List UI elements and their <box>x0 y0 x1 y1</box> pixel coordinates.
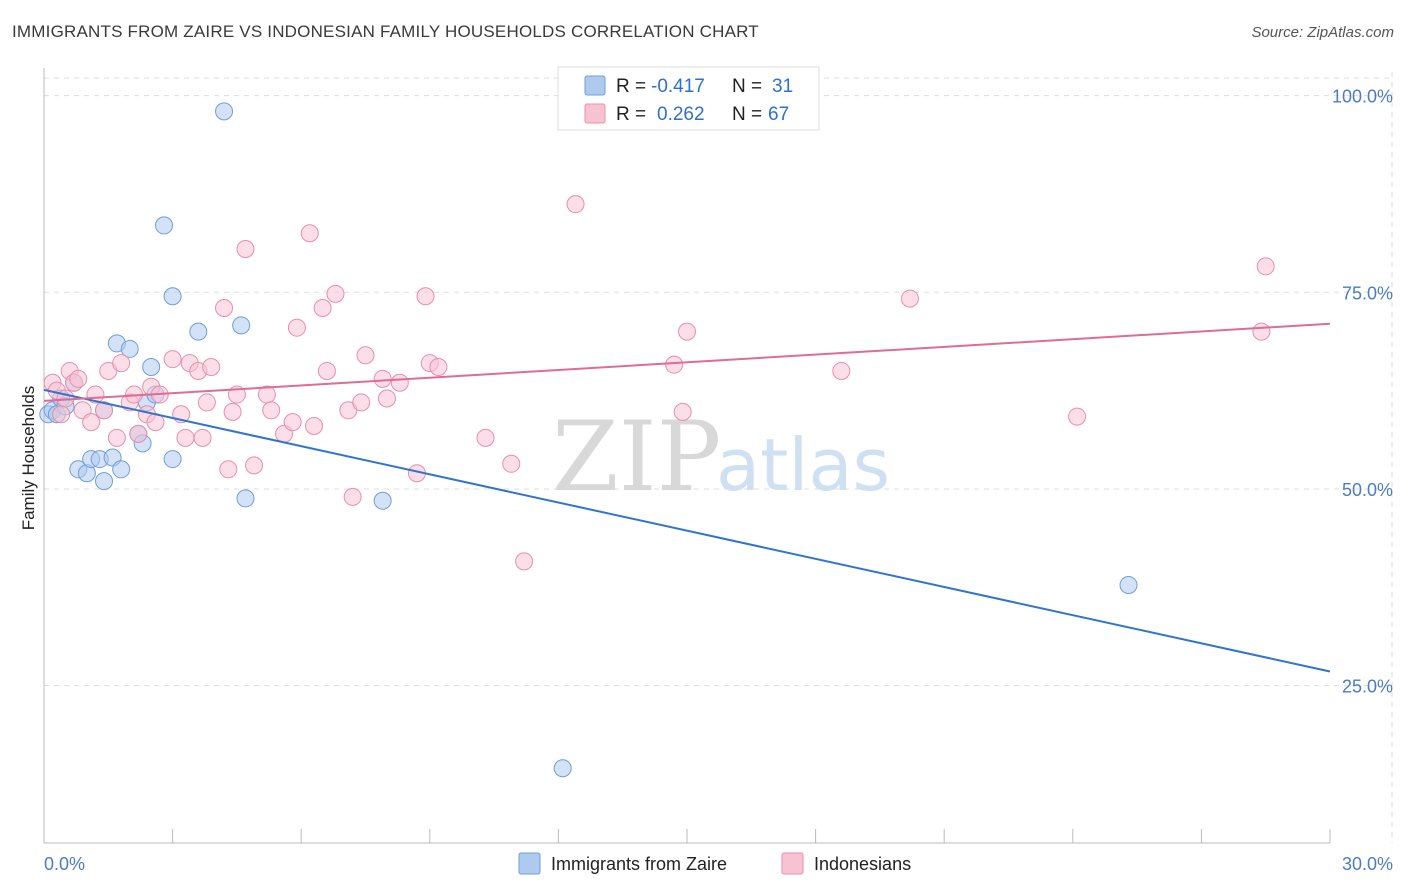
data-point-blue <box>142 358 161 377</box>
data-point-pink <box>95 401 114 420</box>
data-point-pink <box>112 354 131 373</box>
trend-lines <box>43 322 1331 673</box>
y-tick-label: 25.0% <box>1342 677 1393 697</box>
data-point-blue <box>112 460 131 479</box>
tick-labels: 25.0% 50.0% 75.0% 100.0% 0.0% 30.0% <box>44 87 1393 874</box>
y-tick-label: 50.0% <box>1342 480 1393 500</box>
data-point-pink <box>1068 407 1087 426</box>
series-legend-label: Indonesians <box>814 854 911 874</box>
data-point-pink <box>1252 322 1271 341</box>
x-tick-label: 0.0% <box>44 854 85 874</box>
series-legend: Immigrants from Zaire Indonesians <box>518 852 911 875</box>
x-tick-label: 30.0% <box>1342 854 1393 874</box>
legend-r-label: R = <box>616 104 646 125</box>
data-point-pink <box>163 350 182 369</box>
data-point-pink <box>476 428 495 447</box>
y-axis-label: Family Households <box>19 386 38 531</box>
data-point-blue <box>236 489 255 508</box>
data-point-pink <box>356 346 375 365</box>
data-point-pink <box>515 552 534 571</box>
data-point-blue <box>373 491 392 510</box>
data-point-blue <box>155 216 174 235</box>
data-point-blue <box>120 339 139 358</box>
watermark-atlas: atlas <box>716 423 890 507</box>
y-tick-label: 75.0% <box>1342 283 1393 303</box>
data-point-pink <box>176 428 195 447</box>
grid-lines <box>44 72 1393 843</box>
data-point-pink <box>390 373 409 392</box>
axes <box>43 68 1331 844</box>
watermark-zip: ZIP <box>552 401 721 513</box>
data-point-pink <box>129 424 148 443</box>
data-point-pink <box>377 389 396 408</box>
data-point-pink <box>245 456 264 475</box>
data-point-blue <box>232 316 251 335</box>
data-point-pink <box>305 417 324 436</box>
legend-n-value: 67 <box>768 104 789 125</box>
legend-swatch-blue <box>584 75 606 96</box>
data-point-pink <box>313 299 332 318</box>
data-point-pink <box>326 284 345 303</box>
data-point-pink <box>678 322 696 341</box>
data-point-pink <box>502 454 521 473</box>
legend-n-label: N = <box>732 104 762 125</box>
trend-line-pink <box>43 322 1331 402</box>
data-point-pink <box>416 287 435 306</box>
data-point-pink <box>665 355 684 374</box>
data-point-pink <box>832 361 851 380</box>
data-point-pink <box>202 358 221 377</box>
data-point-pink <box>236 240 255 259</box>
data-point-blue <box>215 102 234 121</box>
source-credit: Source: ZipAtlas.com <box>1251 24 1394 41</box>
data-point-pink <box>373 369 392 388</box>
data-point-blue <box>1119 575 1138 594</box>
data-point-blue <box>163 287 182 306</box>
data-point-pink <box>52 405 71 424</box>
series-legend-label: Immigrants from Zaire <box>551 854 727 874</box>
legend-n-label: N = <box>732 76 762 97</box>
chart-title: IMMIGRANTS FROM ZAIRE VS INDONESIAN FAMI… <box>12 22 759 41</box>
data-point-pink <box>283 413 302 432</box>
data-point-pink <box>673 402 692 421</box>
data-point-pink <box>1256 257 1275 276</box>
legend-swatch-pink <box>584 103 606 124</box>
data-point-blue <box>553 759 572 778</box>
data-point-pink <box>223 402 242 421</box>
data-point-pink <box>69 369 88 388</box>
data-point-pink <box>215 299 234 318</box>
stats-legend: R = -0.417 N = 31 R = 0.262 N = 67 <box>557 66 820 131</box>
y-tick-label: 100.0% <box>1332 87 1393 107</box>
data-point-pink <box>82 413 101 432</box>
data-point-pink <box>343 487 362 506</box>
legend-r-value: -0.417 <box>651 76 705 97</box>
data-point-blue <box>163 450 182 469</box>
data-point-pink <box>317 361 336 380</box>
trend-line-blue <box>43 388 1331 673</box>
legend-r-value: 0.262 <box>657 104 705 125</box>
data-point-pink <box>197 393 216 412</box>
data-point-blue <box>189 322 208 341</box>
data-point-pink <box>193 428 212 447</box>
watermark: ZIP atlas <box>552 401 890 513</box>
data-point-pink <box>429 358 448 377</box>
legend-n-value: 31 <box>772 76 793 97</box>
data-point-blue <box>95 472 114 491</box>
data-point-pink <box>566 195 585 214</box>
legend-r-label: R = <box>616 76 646 97</box>
data-point-pink <box>900 289 919 308</box>
series-legend-swatch-blue <box>518 852 541 875</box>
series-legend-swatch-pink <box>781 852 804 875</box>
data-point-pink <box>219 460 238 479</box>
data-point-pink <box>262 401 281 420</box>
data-point-pink <box>300 224 319 243</box>
data-point-pink <box>287 318 306 337</box>
data-point-pink <box>352 393 371 412</box>
data-point-pink <box>107 428 126 447</box>
